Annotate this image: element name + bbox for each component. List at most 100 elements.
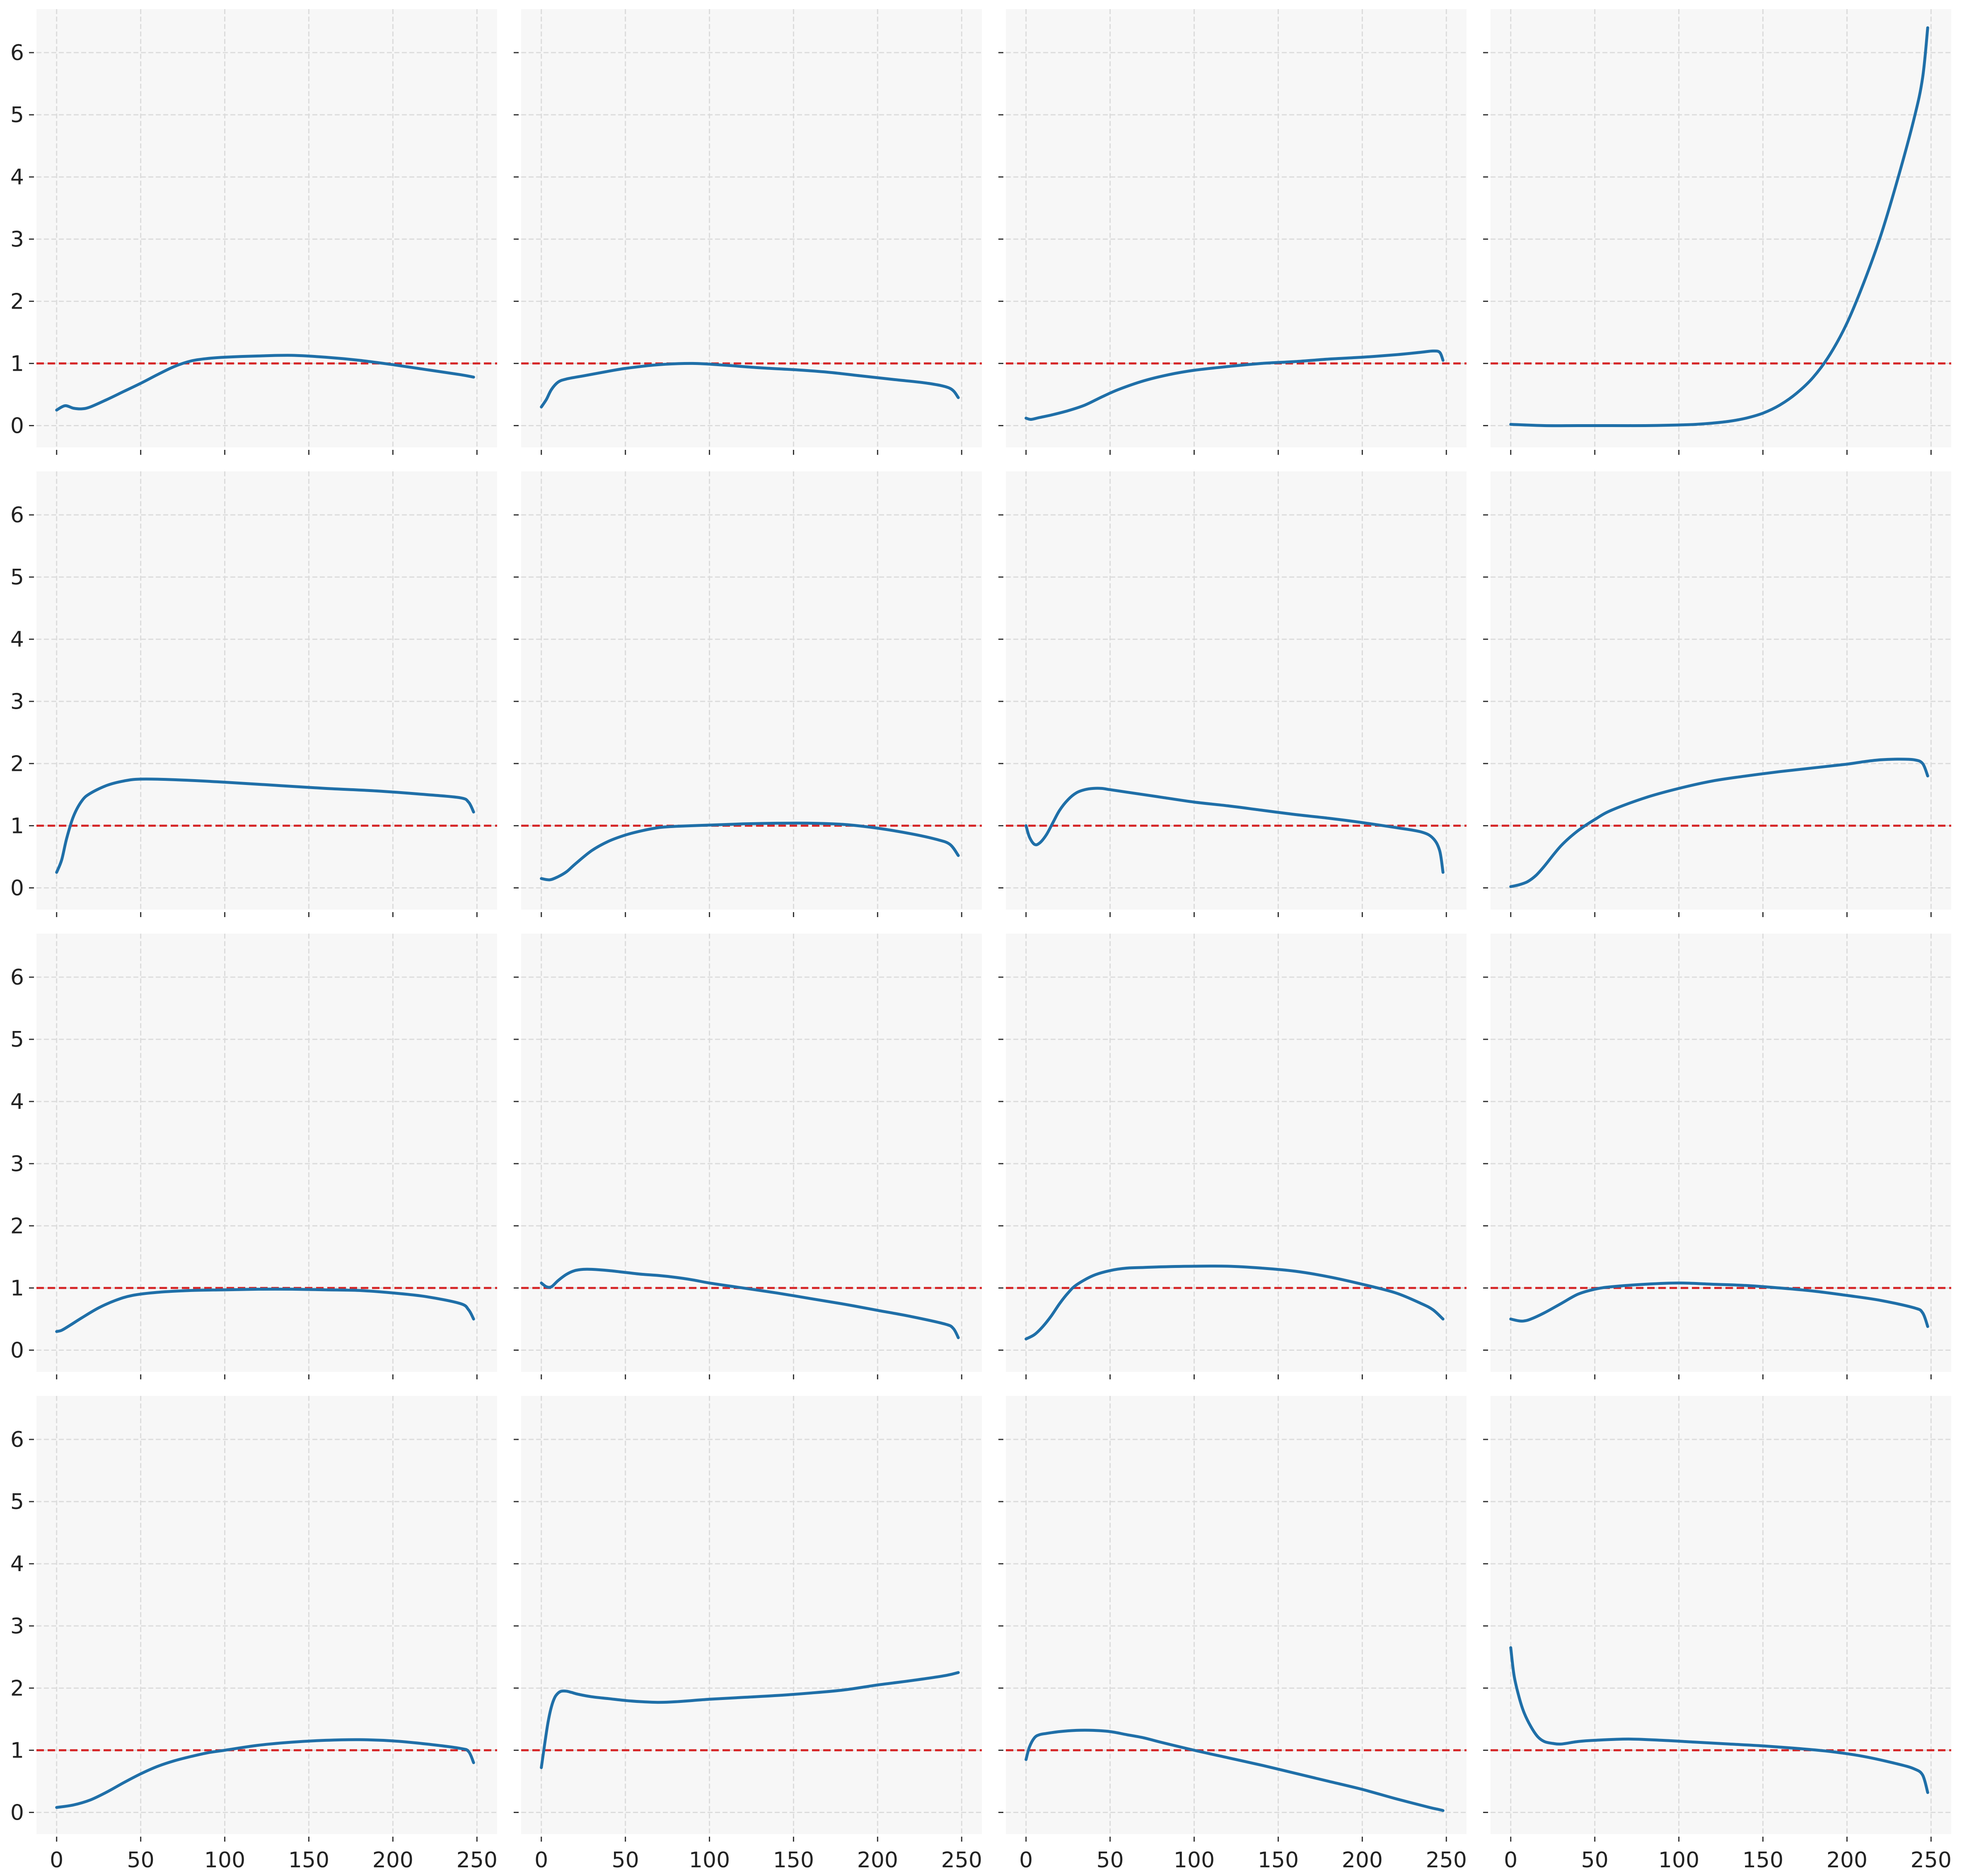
y-tick-label: 6 bbox=[10, 41, 24, 65]
series-line bbox=[55, 354, 475, 412]
subplot-3 bbox=[998, 9, 1467, 455]
y-tick-label: 1 bbox=[10, 351, 24, 376]
y-tick-label: 6 bbox=[10, 503, 24, 528]
subplot-13: 0 1 2 3 4 5 6 0 50 100 150 200 250 bbox=[10, 1396, 498, 1873]
plot-area bbox=[36, 1396, 497, 1834]
x-tick-label: 100 bbox=[204, 1848, 245, 1873]
y-tick-label: 3 bbox=[10, 1614, 24, 1639]
x-tick-label: 200 bbox=[1827, 1848, 1868, 1873]
y-tick-label: 2 bbox=[10, 1214, 24, 1239]
subplot-12 bbox=[1483, 934, 1951, 1379]
series-line bbox=[1024, 1729, 1445, 1812]
x-tick-label: 100 bbox=[1658, 1848, 1699, 1873]
y-tick-label: 5 bbox=[10, 1490, 24, 1514]
series-line bbox=[1509, 26, 1929, 427]
x-tick-label: 150 bbox=[1742, 1848, 1783, 1873]
x-tick-label: 150 bbox=[773, 1848, 814, 1873]
x-tick-label: 250 bbox=[1426, 1848, 1467, 1873]
subplot-11 bbox=[998, 934, 1467, 1379]
subplot-9: 0 1 2 3 4 5 6 bbox=[10, 934, 497, 1379]
y-tick-label: 4 bbox=[10, 1552, 24, 1577]
x-tick-label: 0 bbox=[50, 1848, 63, 1873]
y-tick-label: 3 bbox=[10, 1152, 24, 1176]
grid bbox=[521, 934, 982, 1372]
plot-area bbox=[1006, 471, 1467, 910]
subplot-4 bbox=[1483, 9, 1951, 455]
x-tick-label: 50 bbox=[1097, 1848, 1124, 1873]
grid bbox=[1006, 1396, 1467, 1834]
y-tick-label: 2 bbox=[10, 1676, 24, 1701]
y-tick-label: 4 bbox=[10, 627, 24, 652]
y-tick-label: 5 bbox=[10, 103, 24, 128]
plot-area bbox=[1491, 9, 1951, 447]
series-line bbox=[55, 1287, 475, 1333]
plot-area bbox=[1491, 934, 1951, 1372]
plot-area bbox=[1006, 1396, 1467, 1834]
series-line bbox=[1509, 758, 1929, 888]
y-tick-label: 4 bbox=[10, 1089, 24, 1114]
grid bbox=[1006, 9, 1467, 447]
subplot-7 bbox=[998, 471, 1467, 917]
x-tick-label: 150 bbox=[1258, 1848, 1299, 1873]
y-tick-label: 1 bbox=[10, 814, 24, 838]
x-tick-label: 50 bbox=[127, 1848, 155, 1873]
subplot-1: 0 1 2 3 4 5 6 bbox=[10, 9, 497, 455]
x-tick-label: 0 bbox=[1504, 1848, 1517, 1873]
subplot-5: 0 1 2 3 4 5 6 bbox=[10, 471, 497, 917]
x-tick-label: 250 bbox=[1911, 1848, 1952, 1873]
plot-area bbox=[1491, 1396, 1951, 1834]
series-line bbox=[540, 1268, 960, 1339]
x-tick-label: 250 bbox=[941, 1848, 982, 1873]
x-tick-label: 0 bbox=[534, 1848, 548, 1873]
subplot-6 bbox=[514, 471, 982, 917]
plot-area bbox=[36, 471, 497, 910]
y-tick-label: 3 bbox=[10, 227, 24, 252]
plot-area bbox=[521, 1396, 982, 1834]
subplot-14: 0 50 100 150 200 250 bbox=[514, 1396, 982, 1873]
y-tick-label: 2 bbox=[10, 289, 24, 314]
subplot-16: 0 50 100 150 200 250 bbox=[1483, 1396, 1952, 1873]
x-tick-label: 200 bbox=[857, 1848, 898, 1873]
series-line bbox=[1509, 1646, 1929, 1794]
series-line bbox=[1024, 787, 1445, 874]
grid bbox=[36, 471, 497, 910]
y-tick-label: 2 bbox=[10, 751, 24, 776]
y-tick-label: 3 bbox=[10, 689, 24, 714]
subplot-15: 0 50 100 150 200 250 bbox=[998, 1396, 1467, 1873]
x-tick-label: 200 bbox=[1342, 1848, 1383, 1873]
grid bbox=[1491, 934, 1951, 1372]
plot-area bbox=[1006, 934, 1467, 1372]
series-line bbox=[55, 1738, 475, 1809]
y-tick-label: 6 bbox=[10, 1427, 24, 1452]
series-line bbox=[1024, 1264, 1445, 1340]
plot-area bbox=[1006, 9, 1467, 447]
grid bbox=[1006, 934, 1467, 1372]
y-tick-label: 5 bbox=[10, 1027, 24, 1052]
plot-area bbox=[521, 934, 982, 1372]
x-tick-label: 150 bbox=[288, 1848, 329, 1873]
plot-area bbox=[36, 934, 497, 1372]
y-tick-label: 0 bbox=[10, 413, 24, 438]
series-line bbox=[540, 362, 960, 408]
grid bbox=[521, 1396, 982, 1834]
x-tick-label: 100 bbox=[1174, 1848, 1215, 1873]
x-tick-label: 50 bbox=[1581, 1848, 1609, 1873]
y-tick-label: 0 bbox=[10, 1800, 24, 1825]
y-tick-label: 0 bbox=[10, 1338, 24, 1363]
series-line bbox=[540, 821, 960, 881]
x-tick-label: 50 bbox=[612, 1848, 639, 1873]
y-tick-label: 1 bbox=[10, 1276, 24, 1301]
subplot-2 bbox=[514, 9, 982, 455]
series-line bbox=[1509, 1281, 1929, 1328]
grid bbox=[521, 9, 982, 447]
subplot-8 bbox=[1483, 471, 1951, 917]
y-tick-label: 1 bbox=[10, 1738, 24, 1763]
x-tick-label: 0 bbox=[1019, 1848, 1033, 1873]
x-tick-label: 200 bbox=[372, 1848, 413, 1873]
y-tick-label: 5 bbox=[10, 565, 24, 590]
y-tick-label: 4 bbox=[10, 165, 24, 190]
series-line bbox=[540, 1671, 960, 1769]
plot-area bbox=[521, 471, 982, 910]
plot-area bbox=[1491, 471, 1951, 910]
